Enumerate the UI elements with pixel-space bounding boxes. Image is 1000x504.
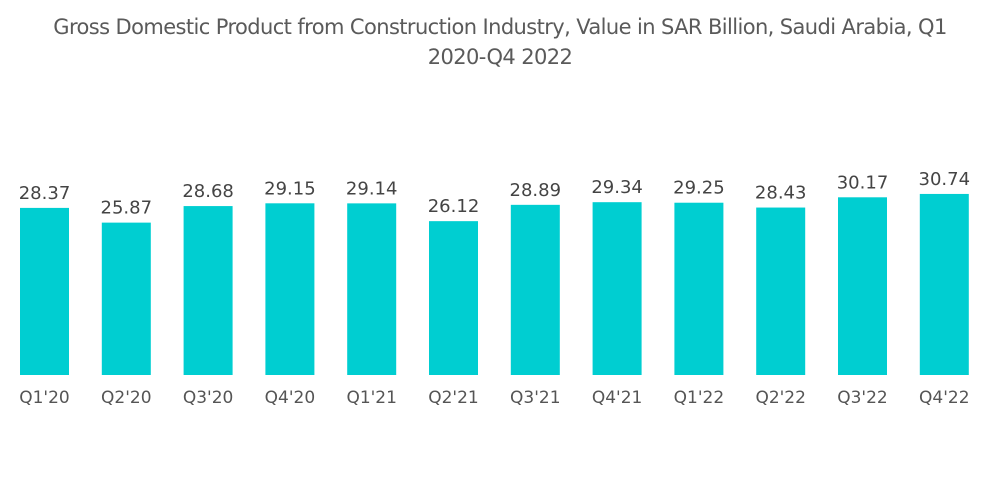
bar-8: [674, 202, 724, 375]
data-label-1: 25.87: [101, 198, 153, 219]
bar-1: [101, 222, 151, 375]
x-tick-label-8: Q1'22: [674, 388, 725, 408]
x-tick-label-7: Q4'21: [592, 388, 643, 408]
data-label-2: 28.68: [182, 181, 234, 202]
data-label-4: 29.14: [346, 178, 398, 199]
data-label-0: 28.37: [19, 183, 71, 204]
x-tick-label-6: Q3'21: [510, 388, 561, 408]
data-label-6: 28.89: [510, 180, 562, 201]
bar-2: [183, 206, 233, 375]
bar-10: [838, 197, 887, 375]
bar-6: [510, 204, 560, 375]
chart-title: Gross Domestic Product from Construction…: [0, 12, 1000, 72]
data-label-11: 30.74: [919, 169, 971, 190]
x-tick-label-4: Q1'21: [346, 388, 397, 408]
x-tick-label-1: Q2'20: [101, 388, 152, 408]
data-label-5: 26.12: [428, 196, 480, 217]
bar-3: [265, 203, 315, 375]
bar-11: [919, 193, 969, 375]
data-label-9: 28.43: [755, 183, 807, 204]
data-label-3: 29.15: [264, 178, 316, 199]
bar-0: [20, 207, 69, 375]
chart-title-line-2: 2020-Q4 2022: [427, 45, 573, 69]
data-label-10: 30.17: [837, 172, 889, 193]
x-tick-label-2: Q3'20: [183, 388, 234, 408]
data-label-7: 29.34: [591, 177, 643, 198]
chart-title-line-1: Gross Domestic Product from Construction…: [53, 15, 947, 39]
x-tick-label-11: Q4'22: [919, 388, 970, 408]
bar-4: [347, 203, 397, 375]
data-label-8: 29.25: [673, 178, 725, 199]
x-tick-label-0: Q1'20: [19, 388, 70, 408]
x-tick-label-10: Q3'22: [837, 388, 888, 408]
bar-7: [592, 202, 642, 375]
bar-5: [429, 221, 478, 375]
bar-9: [756, 207, 806, 375]
x-tick-label-3: Q4'20: [265, 388, 316, 408]
x-tick-label-9: Q2'22: [755, 388, 806, 408]
x-tick-label-5: Q2'21: [428, 388, 479, 408]
